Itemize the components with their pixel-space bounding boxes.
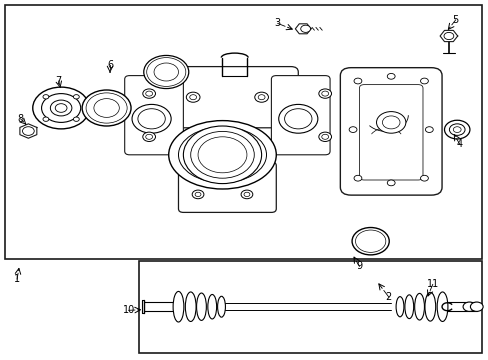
Bar	[139, 261, 481, 353]
Circle shape	[145, 91, 152, 96]
Text: 7: 7	[56, 76, 61, 86]
Ellipse shape	[178, 127, 266, 183]
Circle shape	[183, 126, 261, 184]
Circle shape	[90, 96, 122, 120]
Text: 6: 6	[107, 60, 113, 70]
Circle shape	[33, 87, 89, 129]
Circle shape	[189, 95, 196, 100]
Circle shape	[138, 109, 165, 129]
Circle shape	[318, 89, 331, 98]
Text: 2: 2	[385, 292, 391, 302]
FancyBboxPatch shape	[178, 162, 276, 212]
Circle shape	[382, 116, 399, 129]
Circle shape	[358, 232, 382, 250]
Text: 9: 9	[356, 261, 362, 271]
Ellipse shape	[173, 292, 183, 322]
Text: 1: 1	[14, 274, 20, 284]
Ellipse shape	[414, 293, 424, 320]
Circle shape	[41, 94, 81, 122]
Circle shape	[241, 190, 252, 199]
Circle shape	[143, 55, 188, 89]
Circle shape	[353, 78, 361, 84]
Ellipse shape	[185, 292, 196, 321]
Circle shape	[469, 302, 482, 311]
Circle shape	[321, 91, 328, 96]
Circle shape	[448, 124, 464, 135]
FancyBboxPatch shape	[271, 76, 329, 155]
Circle shape	[444, 120, 469, 139]
Circle shape	[55, 104, 67, 112]
Circle shape	[348, 127, 356, 132]
Circle shape	[186, 92, 200, 102]
Circle shape	[73, 117, 79, 121]
Circle shape	[43, 117, 49, 121]
Circle shape	[278, 104, 317, 133]
FancyBboxPatch shape	[340, 68, 441, 195]
Ellipse shape	[168, 121, 276, 189]
Text: 3: 3	[274, 18, 280, 28]
Circle shape	[43, 95, 49, 99]
Text: 11: 11	[426, 279, 438, 289]
Circle shape	[321, 134, 328, 139]
Circle shape	[254, 92, 268, 102]
FancyBboxPatch shape	[156, 67, 298, 128]
Circle shape	[420, 78, 427, 84]
Circle shape	[420, 175, 427, 181]
Circle shape	[132, 104, 171, 133]
Circle shape	[425, 127, 432, 132]
Circle shape	[145, 134, 152, 139]
Circle shape	[386, 180, 394, 186]
Text: 5: 5	[452, 15, 458, 25]
Ellipse shape	[217, 296, 225, 317]
FancyBboxPatch shape	[124, 76, 183, 155]
Circle shape	[244, 192, 249, 197]
Ellipse shape	[395, 297, 403, 317]
Circle shape	[190, 131, 254, 178]
Circle shape	[355, 230, 385, 252]
Circle shape	[94, 99, 119, 117]
Circle shape	[452, 127, 460, 132]
Ellipse shape	[424, 292, 435, 321]
Circle shape	[22, 127, 34, 135]
Circle shape	[73, 95, 79, 99]
Circle shape	[353, 175, 361, 181]
Circle shape	[462, 302, 475, 311]
Text: 8: 8	[18, 114, 23, 124]
Circle shape	[258, 95, 264, 100]
Bar	[5, 5, 481, 259]
Circle shape	[142, 132, 155, 141]
Ellipse shape	[404, 295, 413, 319]
Circle shape	[376, 112, 405, 133]
Circle shape	[150, 60, 182, 84]
FancyBboxPatch shape	[359, 85, 422, 180]
Circle shape	[284, 109, 311, 129]
Circle shape	[86, 93, 127, 123]
Text: 4: 4	[456, 139, 462, 149]
Circle shape	[195, 192, 201, 197]
Ellipse shape	[207, 294, 216, 319]
Circle shape	[198, 137, 246, 173]
Circle shape	[300, 25, 310, 32]
Circle shape	[443, 32, 453, 40]
Circle shape	[192, 190, 203, 199]
Ellipse shape	[196, 293, 206, 320]
Circle shape	[318, 132, 331, 141]
Circle shape	[351, 228, 388, 255]
Circle shape	[154, 63, 178, 81]
Ellipse shape	[436, 292, 447, 321]
Circle shape	[142, 89, 155, 98]
Circle shape	[82, 90, 131, 126]
Text: 10: 10	[122, 305, 135, 315]
Circle shape	[50, 100, 72, 116]
Circle shape	[386, 73, 394, 79]
Circle shape	[146, 58, 185, 86]
